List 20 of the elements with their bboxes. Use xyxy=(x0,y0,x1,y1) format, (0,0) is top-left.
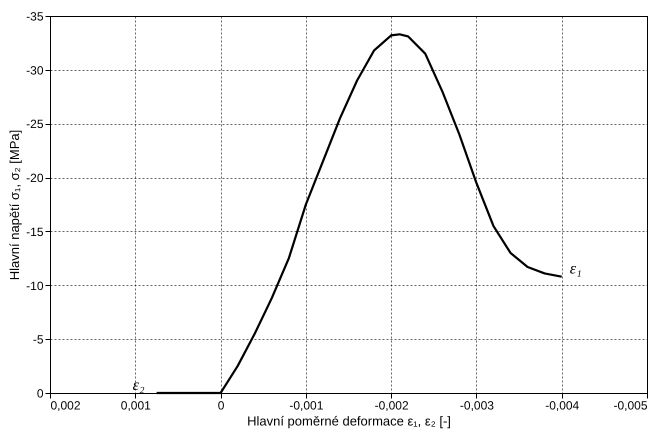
y-tick-label: -35 xyxy=(26,10,44,24)
x-tick-label: 0 xyxy=(218,398,225,412)
x-tick-label: 0,001 xyxy=(120,398,152,412)
y-tick-label: -30 xyxy=(26,63,44,78)
x-tick-label: -0,005 xyxy=(613,398,648,412)
y-tick-label: 0 xyxy=(36,386,44,400)
x-tick-label: -0,002 xyxy=(374,398,409,412)
y-tick-label: -15 xyxy=(26,224,44,239)
x-tick-label: -0,001 xyxy=(289,398,324,412)
x-axis-title: Hlavní poměrné deformace ε₁, ε₂ [-] xyxy=(247,414,451,428)
y-tick-label: -5 xyxy=(32,332,44,347)
x-tick-label: 0,002 xyxy=(50,398,81,412)
annotation: ε₁ xyxy=(570,260,582,278)
y-tick-label: -10 xyxy=(26,278,44,293)
y-axis-title: Hlavní napětí σ₁, σ₂ [MPa] xyxy=(7,130,22,280)
x-tick-label: -0,003 xyxy=(460,398,494,412)
x-tick-label: -0,004 xyxy=(545,398,580,412)
annotation: ε₂ xyxy=(132,377,145,394)
y-tick-label: -20 xyxy=(26,171,44,186)
y-tick-label: -25 xyxy=(26,117,44,132)
